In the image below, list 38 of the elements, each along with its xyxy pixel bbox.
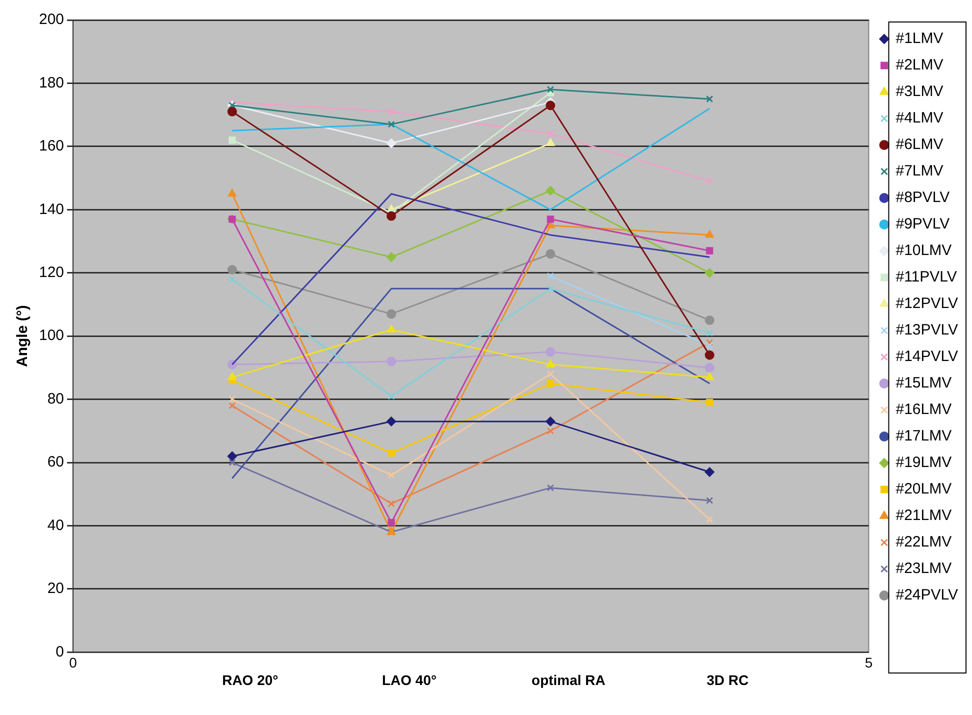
legend-label: #1LMV <box>896 30 944 48</box>
legend-label: #20LMV <box>896 480 952 498</box>
y-tick-label: 180 <box>38 74 64 92</box>
legend-label: #10LMV <box>896 242 952 260</box>
legend-label: #12PVLV <box>896 295 958 312</box>
legend-label: #4LMV <box>896 110 944 127</box>
legend-label: #2LMV <box>896 56 944 74</box>
legend-label: #8PVLV <box>896 189 950 206</box>
legend-label: #15LMV <box>896 374 952 392</box>
y-tick-label: 100 <box>38 327 64 344</box>
legend-label: #9PVLV <box>896 216 950 233</box>
legend-label: #21LMV <box>896 507 952 524</box>
y-tick-label: 160 <box>38 138 64 155</box>
legend-label: #3LMV <box>896 83 944 100</box>
legend-label: #23LMV <box>896 560 952 578</box>
y-tick-label: 40 <box>47 516 64 534</box>
legend-label: #14PVLV <box>896 348 958 366</box>
y-tick-label: 80 <box>47 390 64 408</box>
text: LAO 40° <box>382 672 437 688</box>
legend-label: #16LMV <box>896 401 952 418</box>
legend-label: #17LMV <box>896 428 952 445</box>
y-axis-title: Angle (°) <box>14 305 32 368</box>
text: optimal RA <box>532 672 606 688</box>
y-tick-label: 120 <box>38 264 64 282</box>
legend-label: #11PVLV <box>896 268 957 286</box>
text: RAO 20° <box>222 672 278 688</box>
legend-label: #13PVLV <box>896 322 958 339</box>
y-tick-label: 200 <box>38 11 64 28</box>
text: 3D RC <box>706 672 749 688</box>
legend-label: #22LMV <box>896 534 952 551</box>
legend-label: #24PVLV <box>896 586 958 604</box>
legend-label: #19LMV <box>896 454 952 472</box>
y-tick-label: 140 <box>38 200 64 218</box>
legend-label: #7LMV <box>896 162 944 180</box>
legend-label: #6LMV <box>896 136 944 154</box>
y-tick-label: 20 <box>47 580 64 598</box>
x-tick-label: 5 <box>864 654 873 670</box>
y-tick-label: 60 <box>47 454 64 471</box>
